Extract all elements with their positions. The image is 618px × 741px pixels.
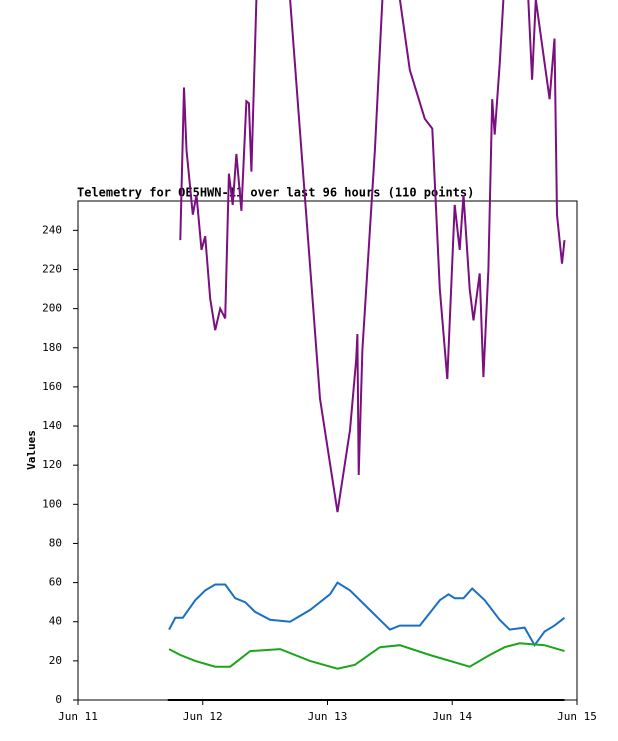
series-line: [168, 642, 565, 670]
chart-title: Telemetry for OE5HWN-11 over last 96 hou…: [77, 186, 474, 200]
y-tick-label: 240: [42, 223, 62, 236]
y-tick-label: 180: [42, 341, 62, 354]
y-tick-label: 120: [42, 458, 62, 471]
y-tick-label: 200: [42, 302, 62, 315]
series-line: [168, 581, 566, 648]
series-line: [179, 0, 566, 513]
y-tick-label: 80: [49, 536, 62, 549]
y-tick-label: 40: [49, 615, 62, 628]
x-tick-label: Jun 11: [58, 710, 98, 723]
y-tick-label: 220: [42, 262, 62, 275]
x-tick-label: Jun 12: [183, 710, 223, 723]
y-tick-label: 140: [42, 419, 62, 432]
x-tick-label: Jun 15: [557, 710, 597, 723]
y-axis-label: Values: [25, 430, 38, 470]
y-tick-label: 60: [49, 576, 62, 589]
y-tick-label: 160: [42, 380, 62, 393]
y-tick-label: 100: [42, 497, 62, 510]
x-tick-label: Jun 13: [308, 710, 348, 723]
y-tick-label: 20: [49, 654, 62, 667]
y-tick-label: 0: [55, 693, 62, 706]
x-tick-label: Jun 14: [432, 710, 472, 723]
